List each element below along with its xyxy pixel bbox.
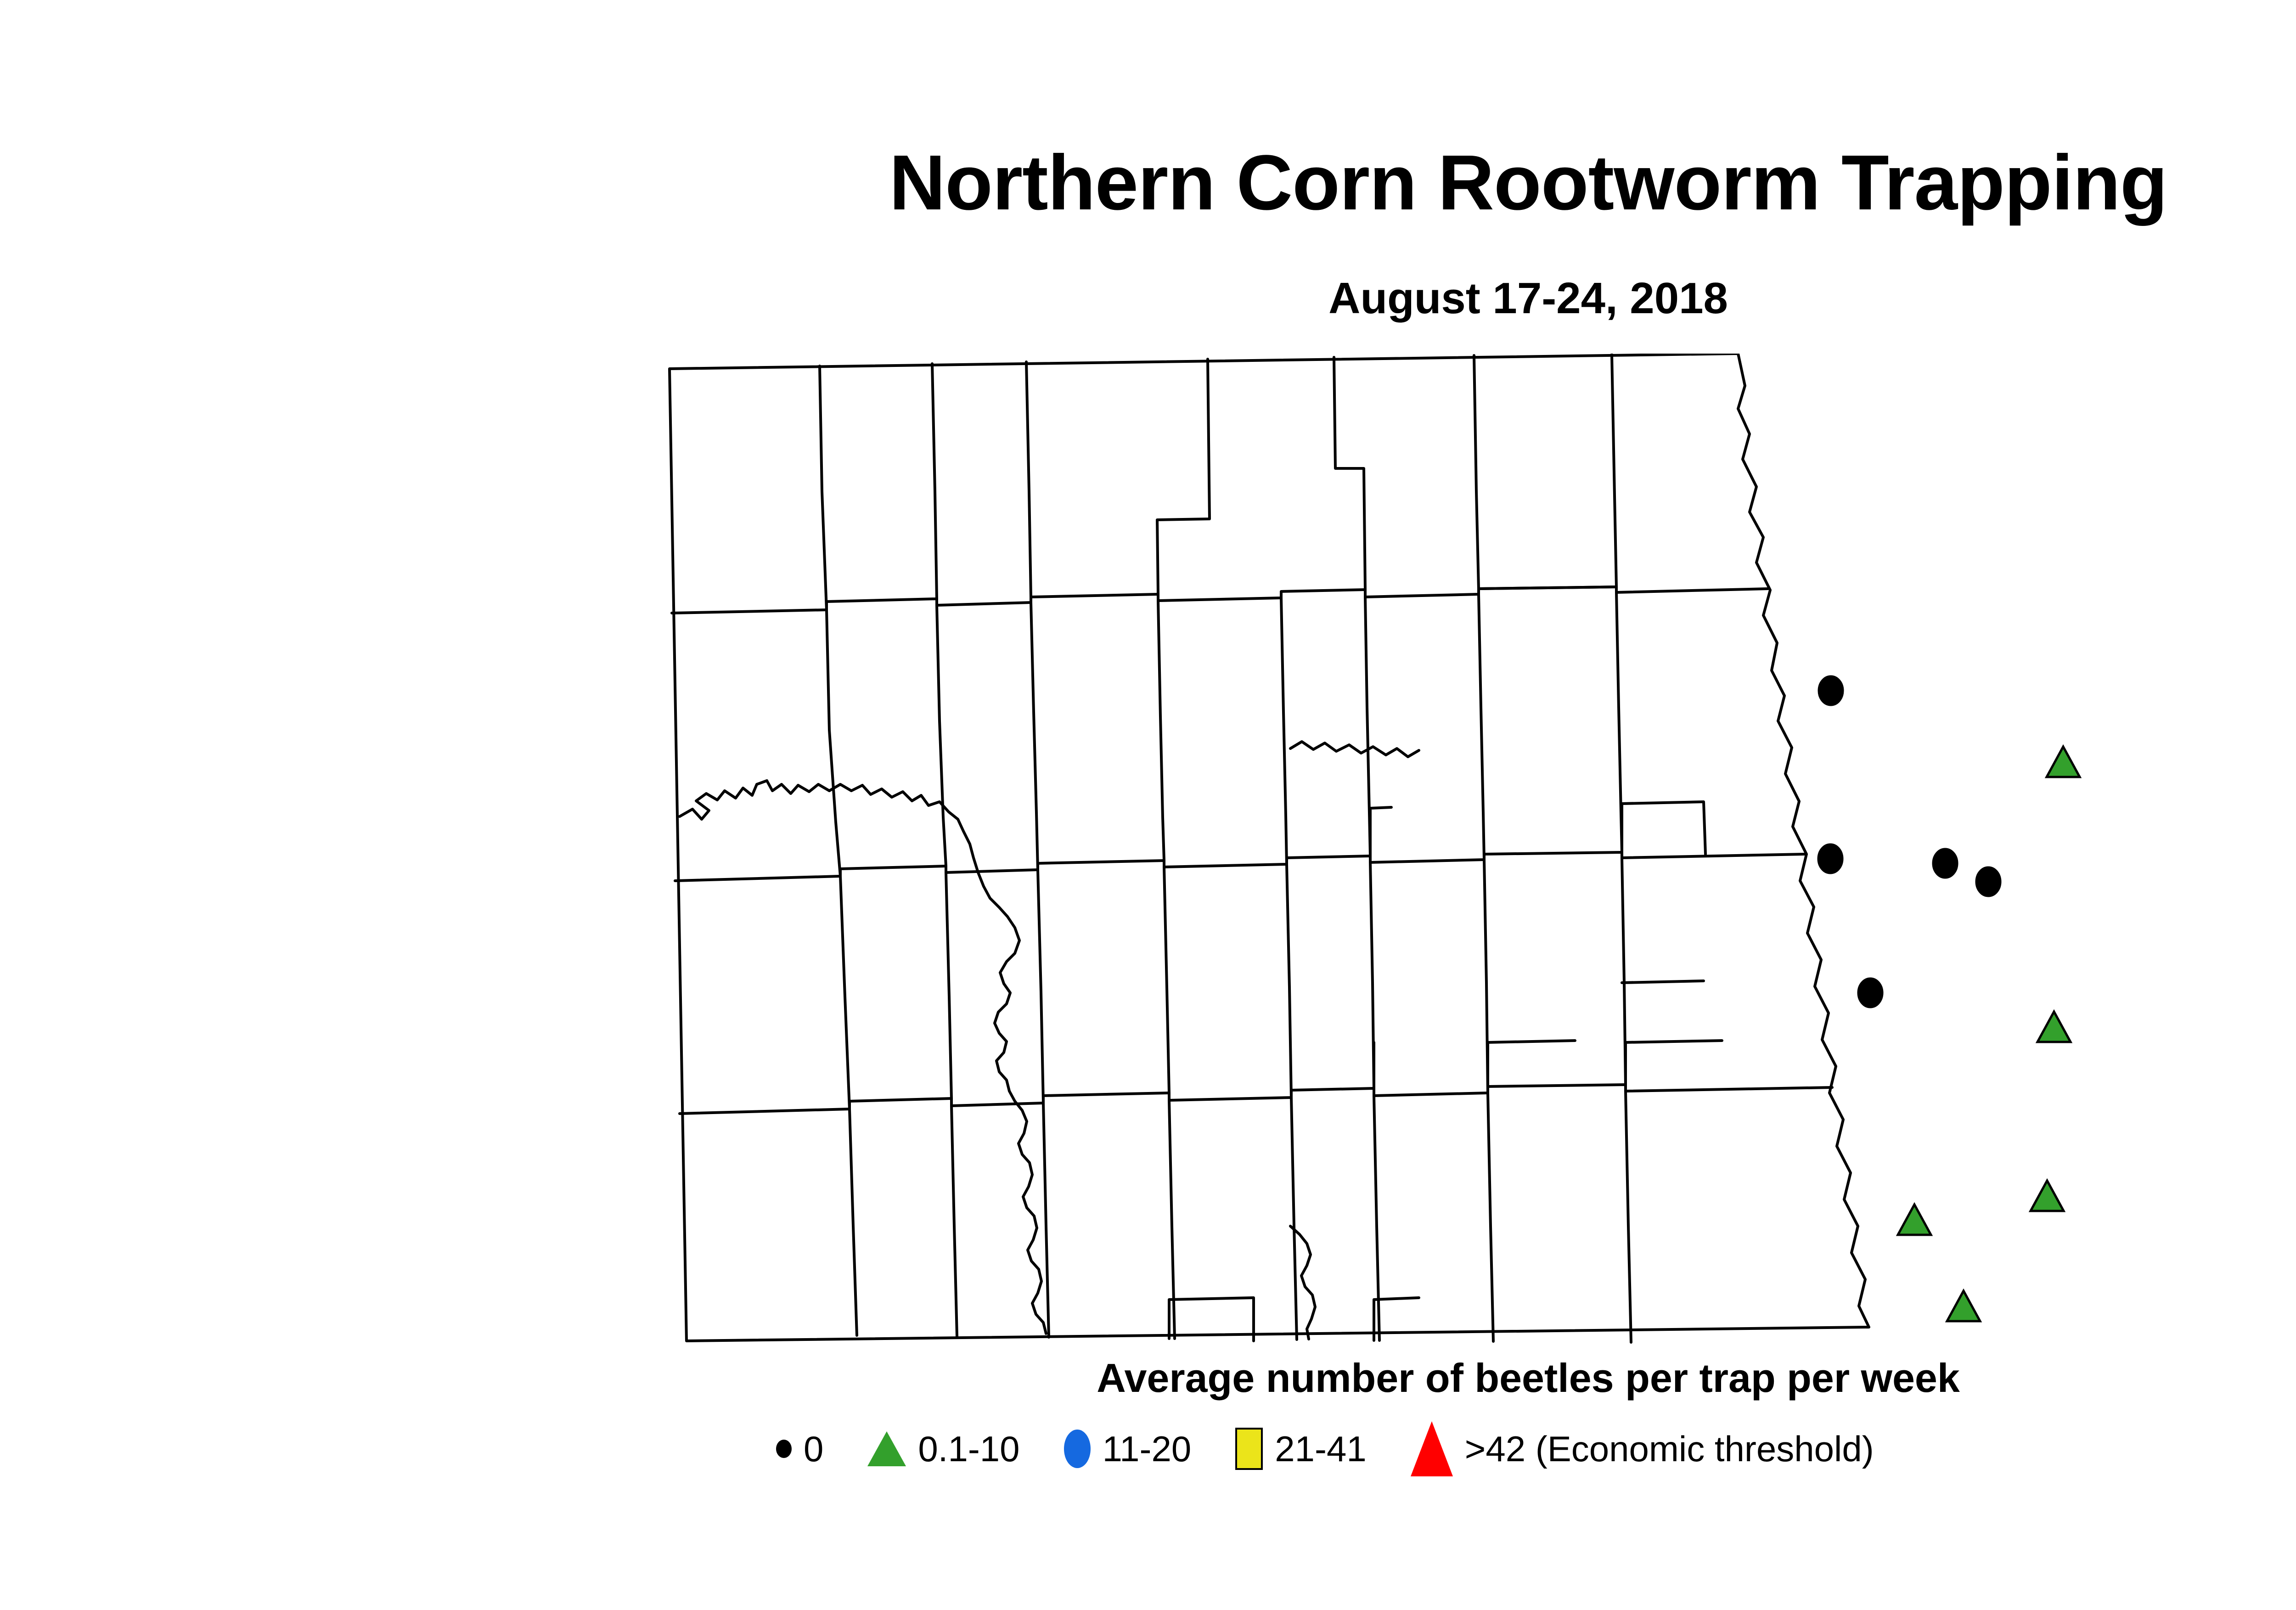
legend-label-2: 11-20 xyxy=(1102,1429,1192,1469)
legend-item-4[interactable]: >42 (Economic threshold) xyxy=(1410,1421,1874,1476)
marker-point-0[interactable] xyxy=(1818,675,1844,706)
legend-item-3[interactable]: 21-41 xyxy=(1235,1428,1411,1470)
marker-point-8[interactable] xyxy=(1896,1202,1933,1236)
marker-point-6[interactable] xyxy=(2035,1009,2073,1043)
blue-circle-icon xyxy=(1064,1430,1091,1468)
marker-point-1[interactable] xyxy=(1817,843,1844,874)
legend-item-2[interactable]: 11-20 xyxy=(1064,1430,1236,1468)
marker-point-2[interactable] xyxy=(1932,848,1958,879)
legend: 0 0.1-10 11-20 21-41 >42 (Economic thres… xyxy=(776,1421,1874,1476)
legend-label-4: >42 (Economic threshold) xyxy=(1464,1429,1874,1469)
marker-point-5[interactable] xyxy=(2044,744,2082,778)
green-triangle-icon xyxy=(867,1431,906,1466)
legend-title: Average number of beetles per trap per w… xyxy=(1097,1355,1960,1401)
black-circle-icon xyxy=(776,1440,792,1458)
lake-sakakawea xyxy=(678,779,1021,1092)
yellow-square-icon xyxy=(1235,1428,1263,1470)
legend-item-0[interactable]: 0 xyxy=(776,1431,867,1467)
trap-markers xyxy=(1817,675,2082,1323)
marker-point-7[interactable] xyxy=(2028,1178,2066,1212)
legend-label-1: 0.1-10 xyxy=(918,1429,1020,1469)
nd-map-detail xyxy=(611,354,2218,1345)
legend-label-0: 0 xyxy=(804,1429,824,1469)
marker-point-9[interactable] xyxy=(1945,1288,1982,1323)
north-dakota-county-map[interactable] xyxy=(611,354,2218,1345)
page-title: Northern Corn Rootworm Trapping xyxy=(889,139,2167,226)
red-triangle-icon xyxy=(1410,1421,1453,1476)
date-range-subtitle: August 17-24, 2018 xyxy=(1328,274,1728,323)
marker-point-4[interactable] xyxy=(1857,977,1884,1008)
legend-item-1[interactable]: 0.1-10 xyxy=(867,1431,1064,1467)
marker-point-3[interactable] xyxy=(1975,866,2002,897)
state-border xyxy=(668,354,1870,1342)
legend-label-3: 21-41 xyxy=(1275,1429,1367,1469)
